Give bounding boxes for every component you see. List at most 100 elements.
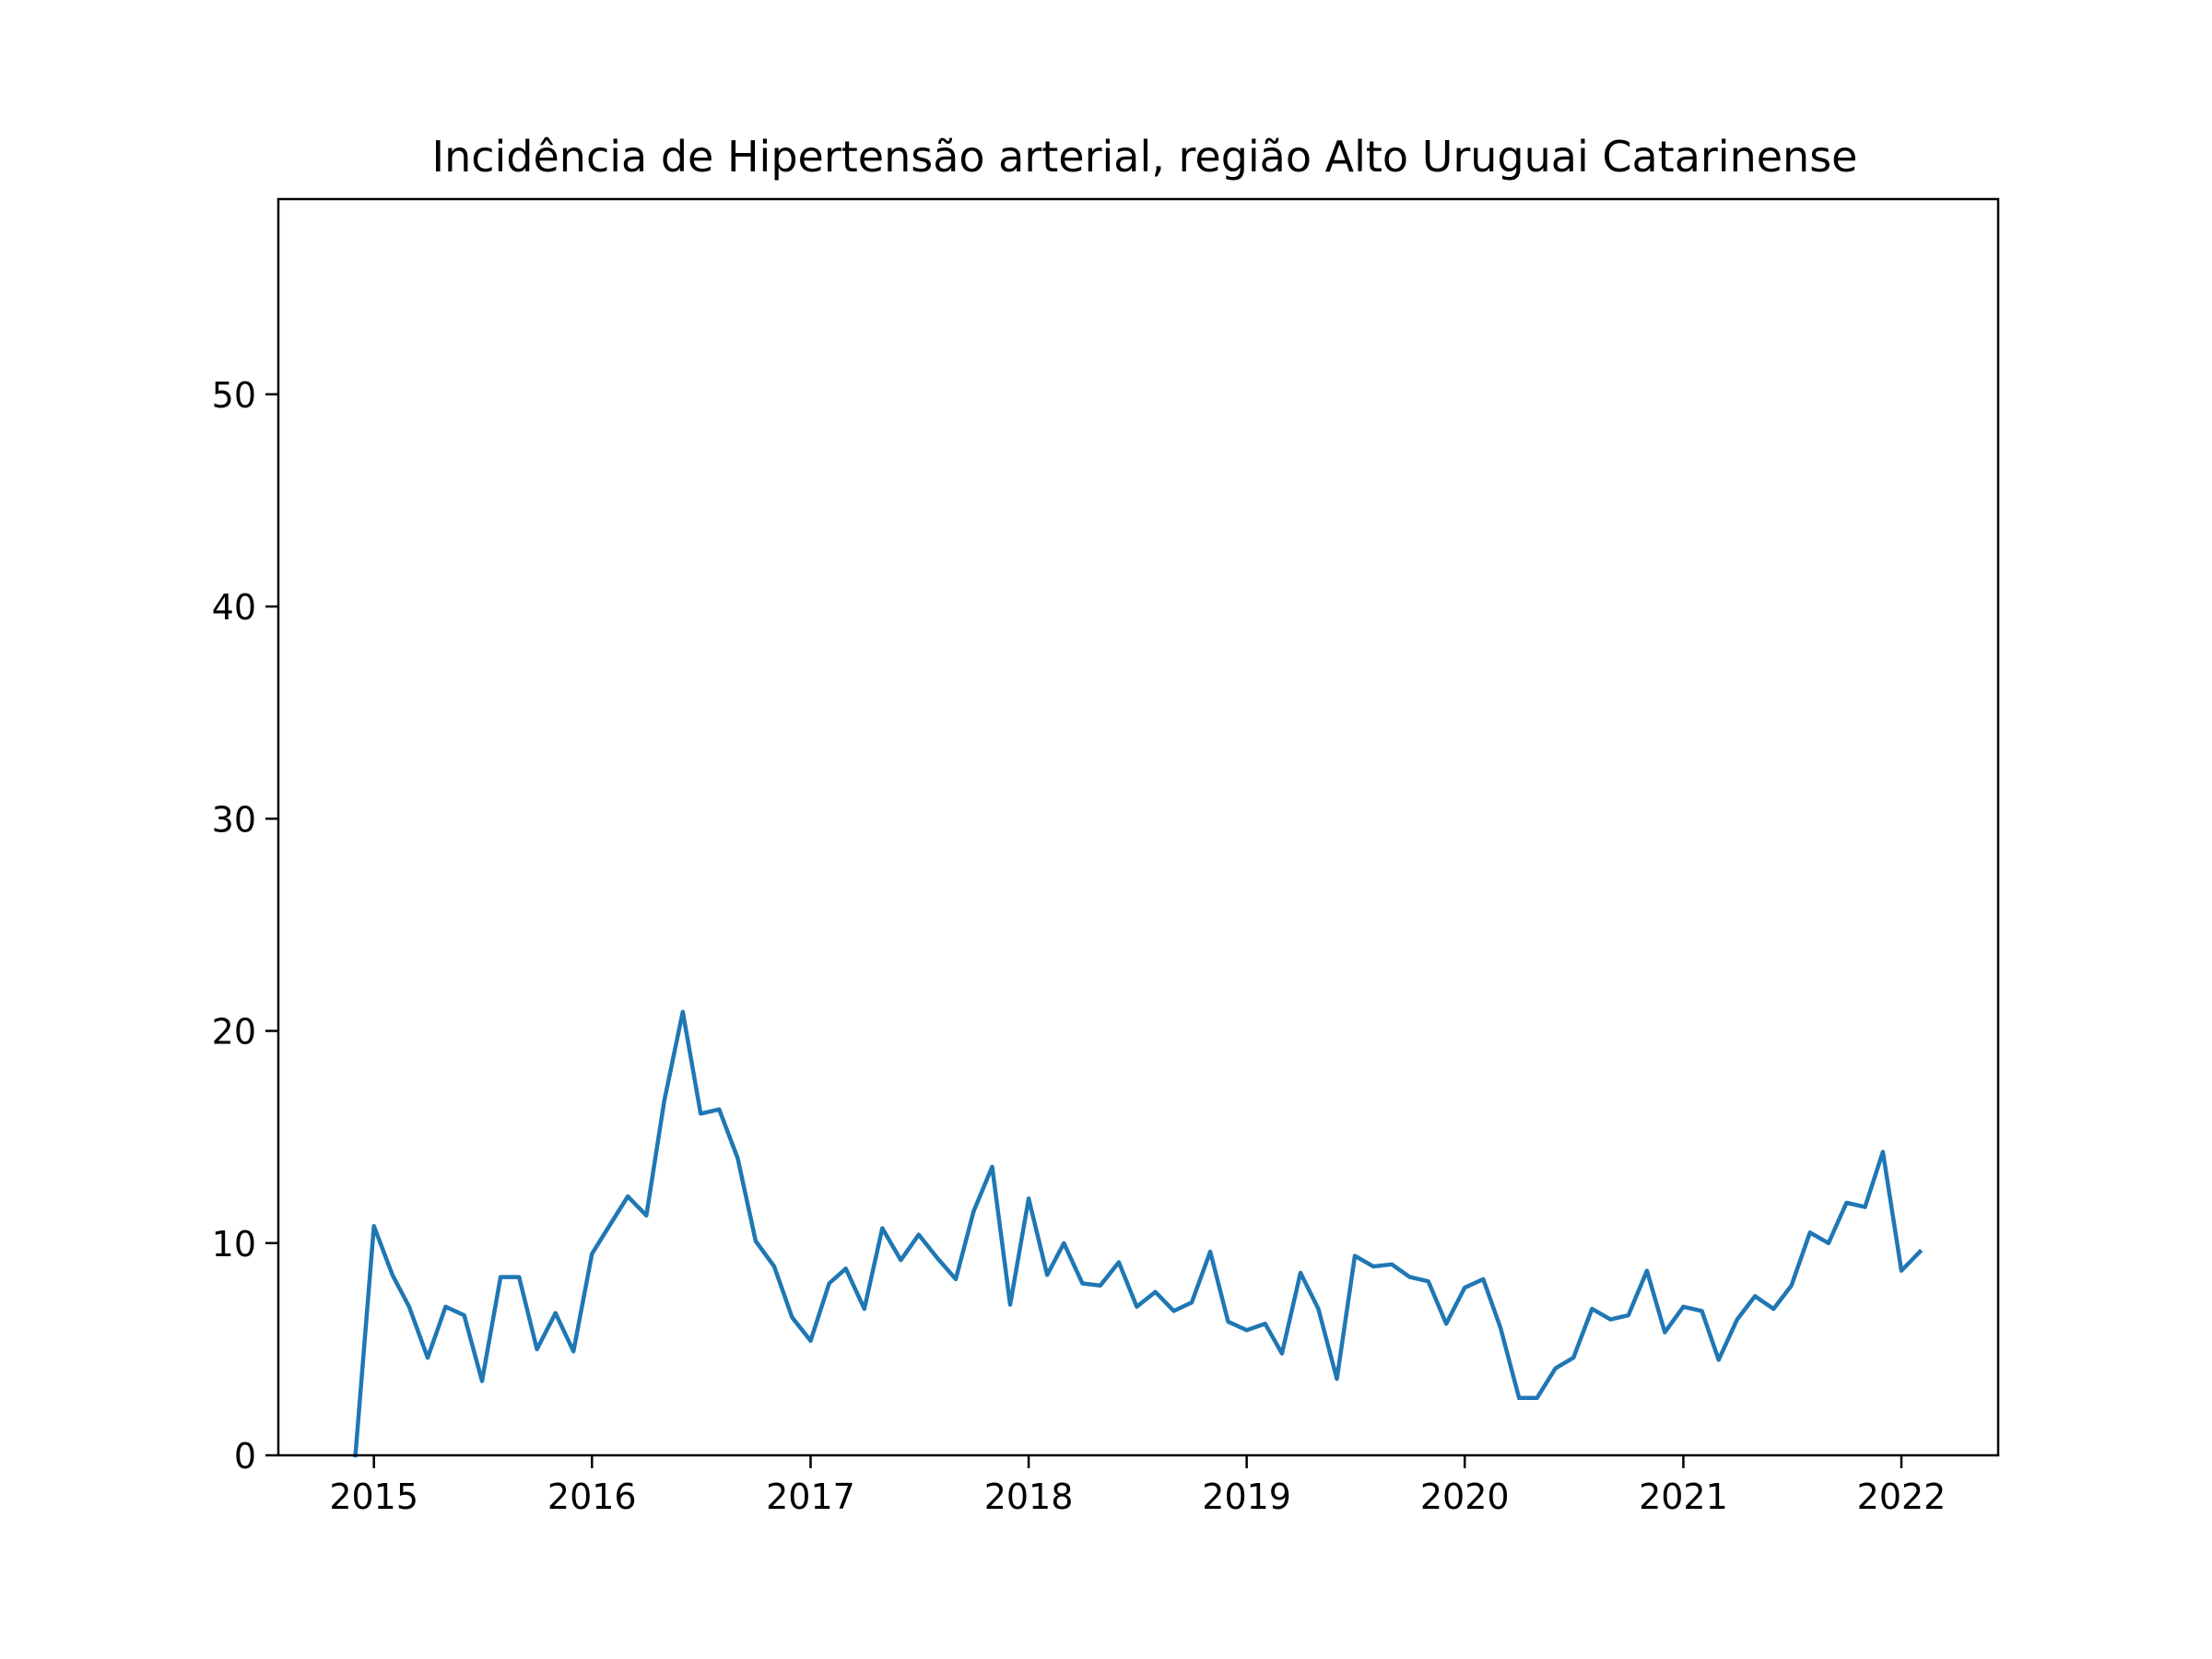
data-point-72 (1662, 1330, 1667, 1335)
data-point-12 (571, 1348, 576, 1354)
data-point-78 (1771, 1306, 1776, 1312)
data-point-57 (1389, 1262, 1394, 1267)
data-point-69 (1607, 1317, 1613, 1323)
data-point-58 (1407, 1275, 1413, 1280)
data-point-16 (643, 1213, 649, 1218)
data-point-67 (1571, 1355, 1576, 1360)
data-point-15 (625, 1194, 630, 1199)
data-point-45 (1171, 1308, 1177, 1313)
data-point-20 (716, 1107, 722, 1112)
data-point-49 (1244, 1327, 1250, 1333)
data-point-33 (953, 1277, 959, 1282)
data-point-25 (808, 1338, 814, 1344)
data-point-21 (735, 1156, 740, 1161)
data-point-37 (1026, 1195, 1031, 1201)
y-tick-label: 20 (212, 1012, 256, 1053)
x-tick-label: 2016 (547, 1477, 637, 1517)
data-point-61 (1462, 1285, 1467, 1290)
data-point-24 (789, 1314, 794, 1320)
data-point-73 (1680, 1304, 1686, 1310)
data-point-23 (771, 1264, 777, 1269)
data-point-59 (1426, 1278, 1431, 1284)
data-point-50 (1263, 1321, 1268, 1326)
data-point-64 (1516, 1395, 1522, 1401)
x-tick-label: 2021 (1639, 1477, 1728, 1517)
data-point-32 (935, 1255, 940, 1261)
data-point-74 (1700, 1308, 1705, 1313)
x-tick-label: 2020 (1420, 1477, 1510, 1517)
data-point-70 (1626, 1312, 1631, 1318)
data-point-62 (1480, 1277, 1486, 1282)
data-point-54 (1335, 1376, 1340, 1382)
data-point-82 (1843, 1200, 1849, 1206)
data-point-77 (1752, 1293, 1758, 1299)
data-point-4 (425, 1355, 430, 1360)
data-point-83 (1863, 1205, 1868, 1210)
data-point-46 (1189, 1300, 1194, 1305)
data-point-80 (1807, 1230, 1813, 1235)
data-point-71 (1644, 1268, 1650, 1274)
data-point-53 (1315, 1306, 1321, 1312)
data-point-3 (406, 1304, 412, 1310)
data-point-29 (879, 1226, 885, 1231)
data-point-13 (589, 1251, 594, 1256)
x-tick-label: 2015 (329, 1477, 418, 1517)
data-point-84 (1880, 1149, 1886, 1155)
data-point-31 (916, 1232, 922, 1238)
data-point-10 (535, 1347, 540, 1352)
data-point-1 (371, 1223, 377, 1229)
data-series-line (353, 1009, 1924, 1458)
data-point-34 (971, 1208, 976, 1214)
y-tick-label: 30 (212, 799, 256, 840)
x-tick-label: 2022 (1857, 1477, 1947, 1517)
data-point-22 (753, 1239, 759, 1244)
plot-area-frame (276, 197, 2000, 1457)
data-point-55 (1352, 1253, 1358, 1259)
data-point-7 (479, 1378, 485, 1383)
data-point-19 (698, 1111, 703, 1116)
y-tick-label: 0 (234, 1436, 256, 1477)
y-tick-label: 50 (212, 375, 256, 416)
data-point-14 (607, 1221, 613, 1227)
data-point-39 (1061, 1241, 1066, 1246)
data-point-5 (443, 1304, 449, 1310)
data-point-47 (1207, 1249, 1213, 1254)
data-point-40 (1079, 1281, 1085, 1287)
data-point-6 (462, 1312, 467, 1318)
data-point-38 (1044, 1272, 1050, 1277)
data-point-79 (1789, 1283, 1794, 1288)
data-point-26 (827, 1281, 832, 1287)
data-point-8 (498, 1275, 503, 1280)
data-point-27 (843, 1265, 849, 1271)
data-point-44 (1153, 1289, 1159, 1295)
data-point-51 (1279, 1351, 1285, 1357)
data-point-18 (680, 1009, 686, 1015)
data-point-30 (898, 1257, 903, 1263)
data-point-75 (1716, 1357, 1722, 1362)
data-point-56 (1371, 1264, 1376, 1269)
data-point-76 (1735, 1317, 1740, 1323)
data-point-2 (390, 1272, 395, 1277)
x-tick-label: 2019 (1202, 1477, 1291, 1517)
data-point-65 (1535, 1395, 1540, 1401)
data-point-60 (1443, 1321, 1449, 1326)
data-point-68 (1589, 1306, 1594, 1312)
y-tick-label: 40 (212, 587, 256, 628)
data-point-43 (1134, 1304, 1139, 1310)
data-point-9 (516, 1275, 522, 1280)
data-point-81 (1826, 1241, 1831, 1246)
axis-ticks: 2015 2016 2017 2018 2019 2020 2021 2022 0 10 20 30 4… (212, 375, 1947, 1517)
data-point-41 (1098, 1283, 1103, 1288)
data-point-36 (1007, 1302, 1013, 1308)
data-point-66 (1553, 1366, 1559, 1371)
data-point-35 (990, 1164, 995, 1170)
data-point-28 (862, 1306, 867, 1312)
data-point-42 (1116, 1260, 1122, 1265)
x-tick-label: 2017 (766, 1477, 855, 1517)
data-point-52 (1298, 1270, 1303, 1276)
data-point-48 (1226, 1319, 1231, 1324)
data-point-85 (1899, 1268, 1904, 1274)
x-tick-label: 2018 (984, 1477, 1074, 1517)
